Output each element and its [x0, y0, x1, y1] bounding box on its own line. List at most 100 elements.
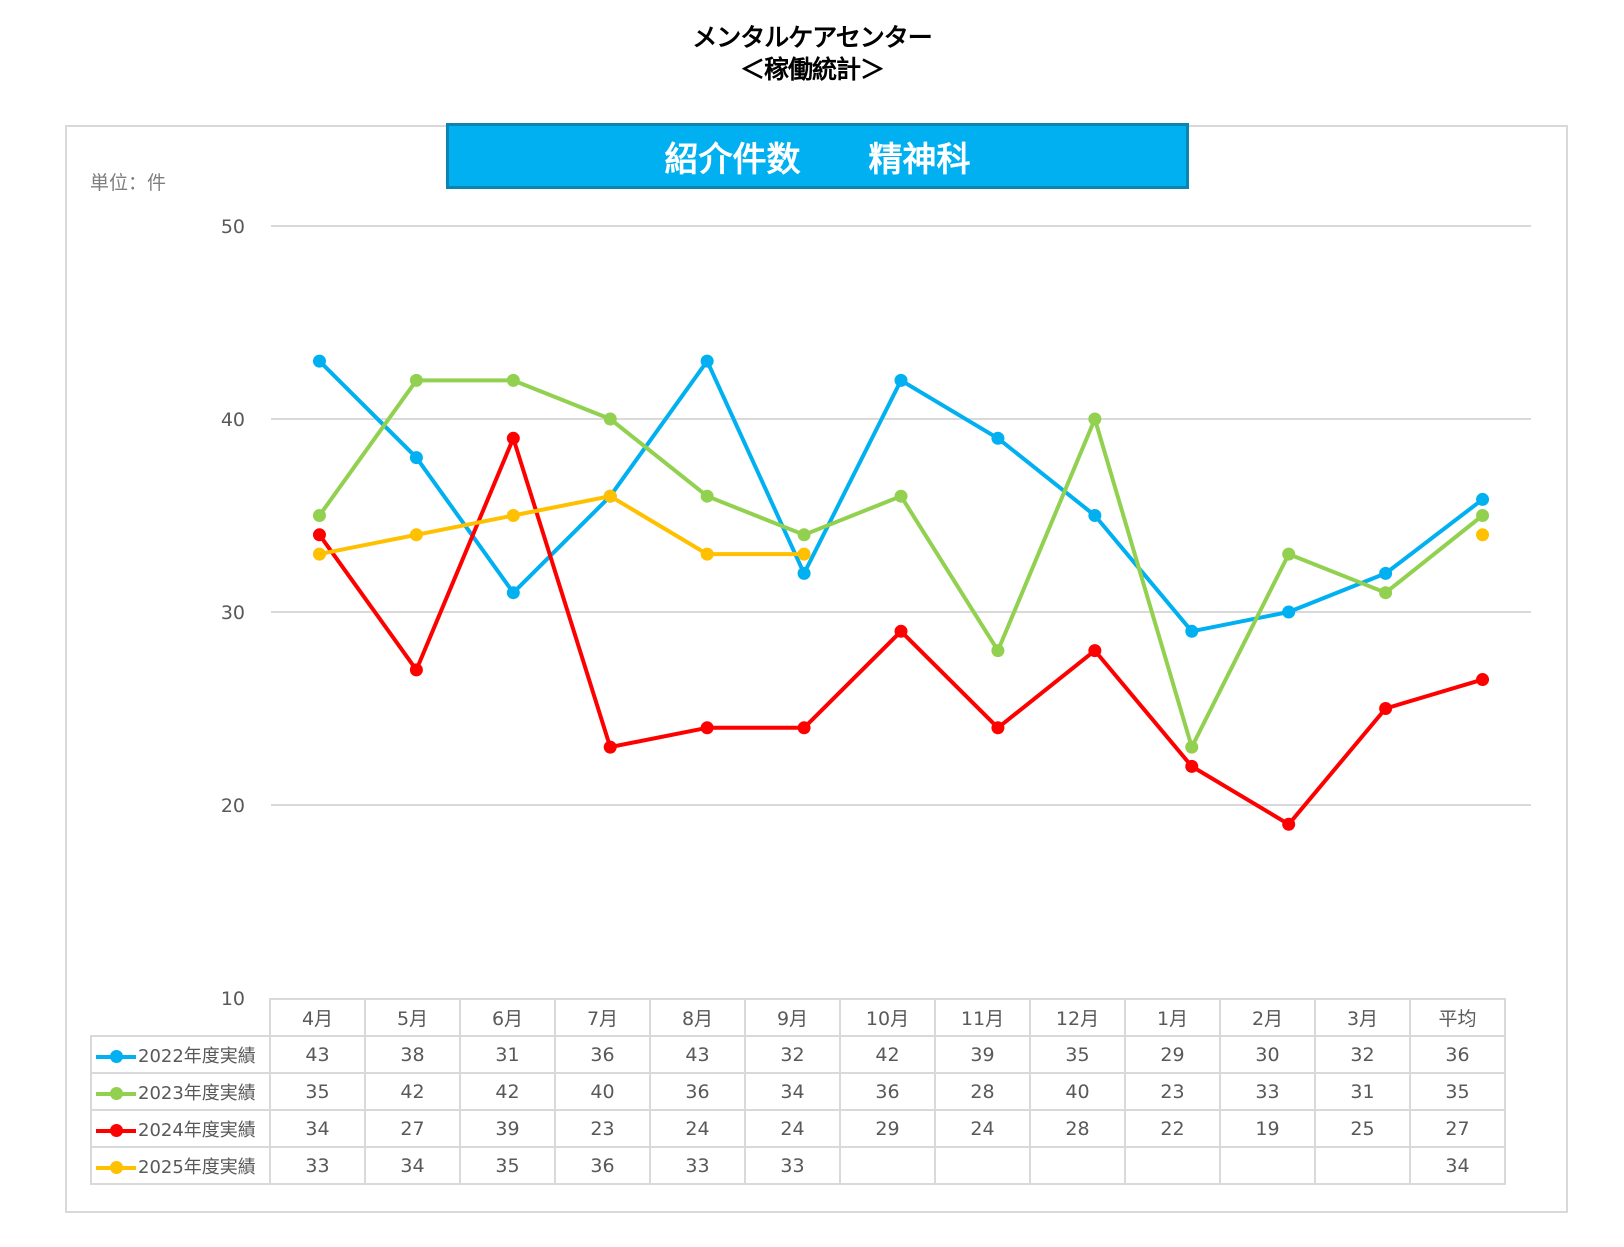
table-cell: 31	[1314, 1072, 1411, 1111]
table-cell: 24	[649, 1109, 746, 1148]
table-row: 2024年度実績 34 27 39 23 24 24 29 24 28 22 19 25 27	[90, 1109, 1506, 1148]
table-cell	[1124, 1146, 1221, 1185]
chart-title-banner: 紹介件数 精神科	[446, 123, 1189, 189]
data-point	[409, 451, 423, 465]
y-tick-label: 50	[221, 216, 245, 238]
data-point	[312, 509, 326, 522]
table-cell: 27	[364, 1109, 461, 1148]
data-point	[312, 354, 326, 368]
table-cell: 39	[459, 1109, 556, 1148]
data-point	[1379, 586, 1393, 600]
category-label: 8月	[649, 998, 746, 1037]
data-point	[1088, 644, 1102, 658]
data-table: 4月 5月 6月 7月 8月 9月 10月 11月 12月 1月 2月 3月 平均 2022年度実績 43 3…	[90, 998, 1506, 1185]
table-cell: 35	[459, 1146, 556, 1185]
table-cell: 43	[269, 1035, 366, 1074]
table-cell: 19	[1219, 1109, 1316, 1148]
table-cell	[1219, 1146, 1316, 1185]
table-cell: 33	[269, 1146, 366, 1185]
category-label: 12月	[1029, 998, 1126, 1037]
average-cell: 27	[1409, 1109, 1506, 1148]
table-cell: 35	[1029, 1035, 1126, 1074]
table-cell: 32	[744, 1035, 841, 1074]
category-label: 3月	[1314, 998, 1411, 1037]
table-cell: 36	[649, 1072, 746, 1111]
data-point	[1185, 759, 1199, 773]
table-row: 2023年度実績 35 42 42 40 36 34 36 28 40 23 33 31 35	[90, 1072, 1506, 1111]
data-point	[506, 586, 520, 600]
data-point	[700, 489, 714, 503]
table-cell: 42	[364, 1072, 461, 1111]
y-tick-label: 30	[221, 602, 245, 624]
category-label: 4月	[269, 998, 366, 1037]
data-point	[797, 547, 811, 561]
data-point	[894, 489, 908, 503]
average-point	[1476, 492, 1490, 506]
table-cell: 31	[459, 1035, 556, 1074]
average-point	[1476, 509, 1490, 522]
data-point	[312, 528, 326, 542]
table-cell: 22	[1124, 1109, 1221, 1148]
data-point	[797, 528, 811, 542]
table-cell: 29	[839, 1109, 936, 1148]
data-point	[894, 624, 908, 638]
table-cell	[839, 1146, 936, 1185]
data-point	[1282, 547, 1296, 561]
data-point	[894, 373, 908, 387]
table-cell: 42	[839, 1035, 936, 1074]
category-label: 7月	[554, 998, 651, 1037]
average-point	[1476, 673, 1490, 687]
table-cell: 36	[554, 1146, 651, 1185]
data-point	[409, 663, 423, 677]
table-cell: 30	[1219, 1035, 1316, 1074]
unit-label: 単位：件	[90, 172, 167, 194]
series-name: 2024年度実績	[138, 1119, 256, 1141]
series-line	[319, 494, 805, 557]
table-cell: 33	[649, 1146, 746, 1185]
table-cell: 40	[554, 1072, 651, 1111]
average-cell: 36	[1409, 1035, 1506, 1074]
table-cell: 35	[269, 1072, 366, 1111]
legend-marker-icon	[96, 1086, 136, 1100]
category-label: 6月	[459, 998, 556, 1037]
table-row: 2025年度実績 33 34 35 36 33 33 34	[90, 1146, 1506, 1185]
data-point	[603, 412, 617, 426]
category-label: 2月	[1219, 998, 1316, 1037]
table-cell: 24	[744, 1109, 841, 1148]
table-cell: 42	[459, 1072, 556, 1111]
table-cell: 28	[934, 1072, 1031, 1111]
category-label: 10月	[839, 998, 936, 1037]
y-tick-label: 20	[221, 795, 245, 817]
table-cell: 23	[1124, 1072, 1221, 1111]
series-name: 2022年度実績	[138, 1045, 256, 1067]
data-point	[603, 740, 617, 754]
table-cell	[1029, 1146, 1126, 1185]
legend-marker-icon	[96, 1160, 136, 1174]
table-cell: 33	[744, 1146, 841, 1185]
page-title: メンタルケアセンター	[692, 23, 933, 52]
data-point	[1282, 817, 1296, 831]
table-cell: 29	[1124, 1035, 1221, 1074]
data-point	[1088, 509, 1102, 522]
average-point	[1476, 528, 1490, 542]
data-point	[797, 721, 811, 735]
legend-marker-icon	[96, 1123, 136, 1137]
data-point	[700, 547, 714, 561]
legend-entry: 2022年度実績	[90, 1035, 271, 1074]
table-cell: 32	[1314, 1035, 1411, 1074]
category-label: 1月	[1124, 998, 1221, 1037]
category-label: 9月	[744, 998, 841, 1037]
average-cell: 34	[1409, 1146, 1506, 1185]
table-cell: 25	[1314, 1109, 1411, 1148]
y-tick-label: 40	[221, 409, 245, 431]
table-cell: 24	[934, 1109, 1031, 1148]
table-cell: 28	[1029, 1109, 1126, 1148]
average-cell: 35	[1409, 1072, 1506, 1111]
data-point	[1185, 624, 1199, 638]
table-cell: 34	[269, 1109, 366, 1148]
table-cell: 33	[1219, 1072, 1316, 1111]
data-point	[506, 509, 520, 522]
data-point	[700, 354, 714, 368]
data-point	[797, 566, 811, 580]
